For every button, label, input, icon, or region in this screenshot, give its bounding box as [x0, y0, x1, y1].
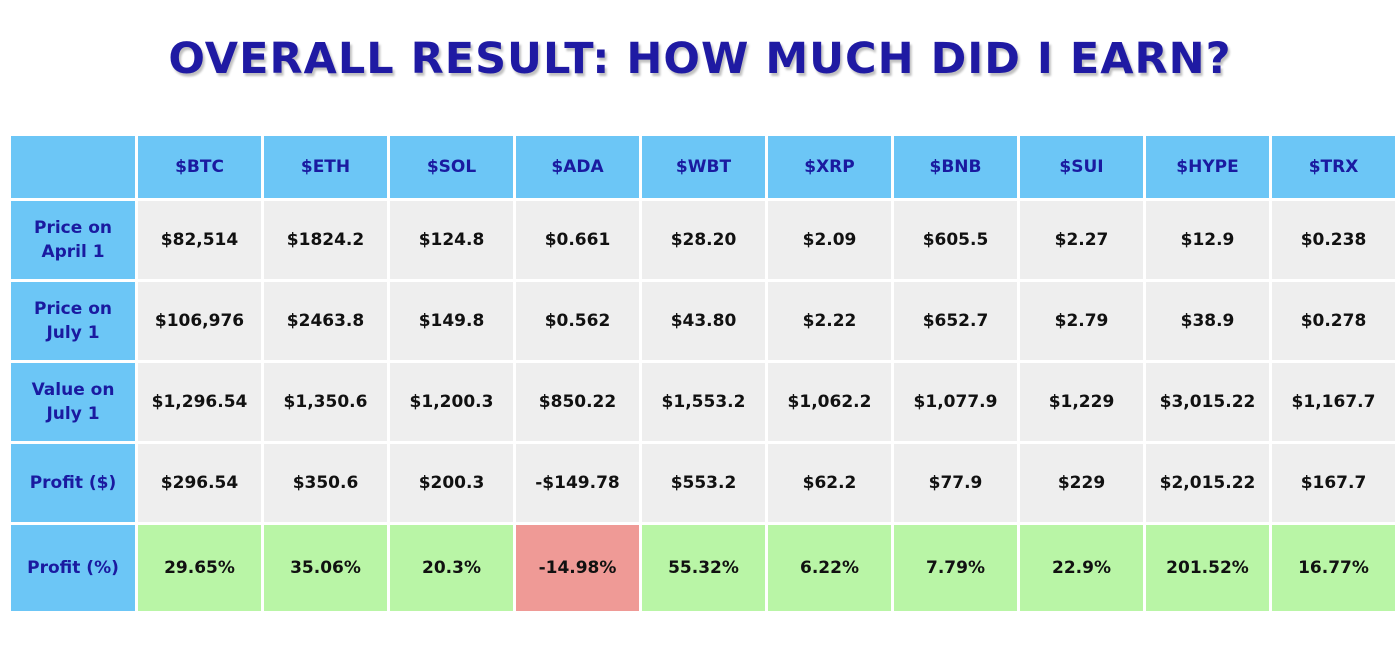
table-cell: $0.238	[1272, 201, 1395, 279]
table-cell: $124.8	[390, 201, 513, 279]
table-cell: $3,015.22	[1146, 363, 1269, 441]
table-cell: $1,167.7	[1272, 363, 1395, 441]
table-cell: $106,976	[138, 282, 261, 360]
table-cell: $605.5	[894, 201, 1017, 279]
column-header: $SUI	[1020, 136, 1143, 198]
table-cell: $850.22	[516, 363, 639, 441]
table-cell: 55.32%	[642, 525, 765, 611]
table-cell: $553.2	[642, 444, 765, 522]
page-title: OVERALL RESULT: HOW MUCH DID I EARN?	[168, 34, 1232, 84]
column-header: $WBT	[642, 136, 765, 198]
table-cell: $2.27	[1020, 201, 1143, 279]
table-cell: $167.7	[1272, 444, 1395, 522]
table-cell: 29.65%	[138, 525, 261, 611]
table-cell: $350.6	[264, 444, 387, 522]
table-cell: $1,200.3	[390, 363, 513, 441]
column-header: $HYPE	[1146, 136, 1269, 198]
table-cell: $43.80	[642, 282, 765, 360]
table-cell: $1,553.2	[642, 363, 765, 441]
table-cell: -$149.78	[516, 444, 639, 522]
table-cell: $1,296.54	[138, 363, 261, 441]
table-cell: $296.54	[138, 444, 261, 522]
table-cell: $12.9	[1146, 201, 1269, 279]
row-label: Price on April 1	[11, 201, 135, 279]
table-cell: $2,015.22	[1146, 444, 1269, 522]
table-cell: $28.20	[642, 201, 765, 279]
table-cell: $200.3	[390, 444, 513, 522]
table-cell: $82,514	[138, 201, 261, 279]
table-cell: $2.09	[768, 201, 891, 279]
table-cell: $1,062.2	[768, 363, 891, 441]
table-cell: $2463.8	[264, 282, 387, 360]
table-cell: $0.278	[1272, 282, 1395, 360]
table-cell: 7.79%	[894, 525, 1017, 611]
table-cell: $149.8	[390, 282, 513, 360]
table-cell: -14.98%	[516, 525, 639, 611]
column-header: $SOL	[390, 136, 513, 198]
column-header: $XRP	[768, 136, 891, 198]
table-cell: 35.06%	[264, 525, 387, 611]
table-cell: $652.7	[894, 282, 1017, 360]
table-cell: $229	[1020, 444, 1143, 522]
table-cell: $1,350.6	[264, 363, 387, 441]
table-cell: $1,229	[1020, 363, 1143, 441]
column-header: $ETH	[264, 136, 387, 198]
table-cell: 20.3%	[390, 525, 513, 611]
results-table: $BTC $ETH $SOL $ADA $WBT $XRP $BNB $SUI $HYPE $TR…	[11, 136, 1395, 611]
table-cell: $2.22	[768, 282, 891, 360]
table-cell: 6.22%	[768, 525, 891, 611]
table-cell: 201.52%	[1146, 525, 1269, 611]
row-label: Value on July 1	[11, 363, 135, 441]
row-label: Profit ($)	[11, 444, 135, 522]
table-cell: $77.9	[894, 444, 1017, 522]
table-cell: 22.9%	[1020, 525, 1143, 611]
column-header: $TRX	[1272, 136, 1395, 198]
table-cell: $62.2	[768, 444, 891, 522]
column-header: $BNB	[894, 136, 1017, 198]
table-cell: $0.661	[516, 201, 639, 279]
row-label: Price on July 1	[11, 282, 135, 360]
corner-cell	[11, 136, 135, 198]
row-label: Profit (%)	[11, 525, 135, 611]
table-cell: $1,077.9	[894, 363, 1017, 441]
table-cell: $1824.2	[264, 201, 387, 279]
table-cell: $0.562	[516, 282, 639, 360]
table-cell: $38.9	[1146, 282, 1269, 360]
column-header: $BTC	[138, 136, 261, 198]
table-cell: $2.79	[1020, 282, 1143, 360]
table-cell: 16.77%	[1272, 525, 1395, 611]
column-header: $ADA	[516, 136, 639, 198]
